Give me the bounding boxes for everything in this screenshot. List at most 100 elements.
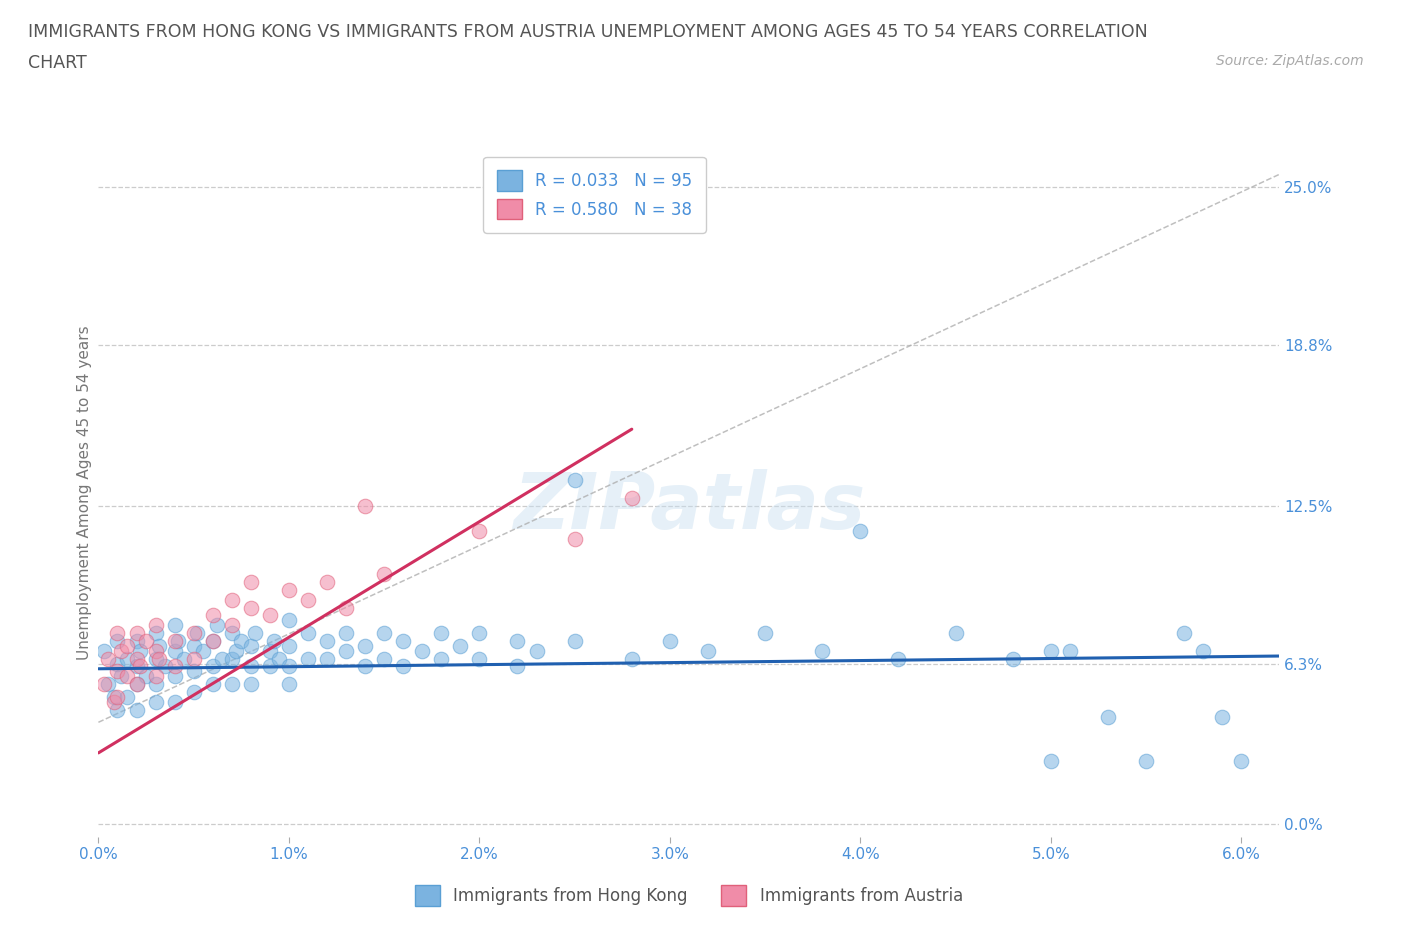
Point bbox=[239, 638, 262, 653]
Point bbox=[145, 626, 167, 641]
Text: Source: ZipAtlas.com: Source: ZipAtlas.com bbox=[1216, 54, 1364, 68]
Point bbox=[125, 702, 148, 717]
Point bbox=[97, 651, 120, 666]
Point bbox=[221, 618, 243, 633]
Point bbox=[125, 658, 148, 673]
Point bbox=[231, 633, 253, 648]
Point bbox=[125, 677, 148, 692]
Point bbox=[849, 524, 872, 538]
Point bbox=[125, 651, 148, 666]
Point bbox=[183, 664, 205, 679]
Legend: R = 0.033   N = 95, R = 0.580   N = 38: R = 0.033 N = 95, R = 0.580 N = 38 bbox=[484, 157, 706, 232]
Point bbox=[201, 608, 224, 623]
Point bbox=[135, 669, 157, 684]
Point bbox=[129, 644, 152, 658]
Point bbox=[183, 651, 205, 666]
Point bbox=[411, 644, 433, 658]
Point bbox=[1135, 753, 1157, 768]
Point bbox=[125, 626, 148, 641]
Point bbox=[163, 618, 186, 633]
Point bbox=[269, 651, 291, 666]
Point bbox=[277, 658, 299, 673]
Point bbox=[1001, 651, 1024, 666]
Point bbox=[145, 644, 167, 658]
Point bbox=[1192, 644, 1215, 658]
Point bbox=[1211, 710, 1233, 724]
Point bbox=[1059, 644, 1081, 658]
Point bbox=[373, 567, 395, 582]
Point bbox=[564, 472, 586, 487]
Point bbox=[564, 531, 586, 546]
Point bbox=[335, 626, 357, 641]
Point bbox=[93, 677, 115, 692]
Point bbox=[107, 657, 129, 671]
Point bbox=[145, 618, 167, 633]
Point bbox=[1173, 626, 1195, 641]
Point bbox=[316, 633, 339, 648]
Point bbox=[153, 658, 176, 673]
Point bbox=[277, 613, 299, 628]
Point bbox=[145, 669, 167, 684]
Point bbox=[115, 651, 138, 666]
Point bbox=[297, 626, 319, 641]
Point bbox=[115, 669, 138, 684]
Point bbox=[193, 644, 215, 658]
Point bbox=[564, 633, 586, 648]
Point bbox=[620, 490, 643, 505]
Point bbox=[354, 658, 377, 673]
Point bbox=[221, 677, 243, 692]
Point bbox=[221, 626, 243, 641]
Point bbox=[148, 638, 170, 653]
Point bbox=[263, 633, 285, 648]
Point bbox=[373, 651, 395, 666]
Point bbox=[620, 651, 643, 666]
Point bbox=[221, 651, 243, 666]
Point bbox=[506, 658, 529, 673]
Point bbox=[373, 626, 395, 641]
Point bbox=[148, 651, 170, 666]
Point bbox=[107, 664, 129, 679]
Point bbox=[297, 651, 319, 666]
Point bbox=[163, 669, 186, 684]
Point bbox=[335, 600, 357, 615]
Point bbox=[354, 638, 377, 653]
Text: CHART: CHART bbox=[28, 54, 87, 72]
Point bbox=[97, 677, 120, 692]
Point bbox=[129, 658, 152, 673]
Point bbox=[163, 644, 186, 658]
Point bbox=[277, 582, 299, 597]
Point bbox=[205, 618, 228, 633]
Point bbox=[211, 651, 233, 666]
Point bbox=[115, 689, 138, 704]
Point bbox=[183, 638, 205, 653]
Point bbox=[107, 626, 129, 641]
Point bbox=[110, 644, 132, 658]
Point bbox=[754, 626, 776, 641]
Point bbox=[183, 684, 205, 699]
Point bbox=[1097, 710, 1119, 724]
Point bbox=[1039, 644, 1062, 658]
Point bbox=[107, 702, 129, 717]
Point bbox=[887, 651, 910, 666]
Point bbox=[243, 626, 266, 641]
Point bbox=[145, 651, 167, 666]
Point bbox=[135, 633, 157, 648]
Point bbox=[1230, 753, 1253, 768]
Point bbox=[107, 633, 129, 648]
Point bbox=[103, 695, 125, 710]
Point bbox=[430, 626, 453, 641]
Point bbox=[277, 638, 299, 653]
Y-axis label: Unemployment Among Ages 45 to 54 years: Unemployment Among Ages 45 to 54 years bbox=[77, 326, 91, 660]
Point bbox=[225, 644, 247, 658]
Point bbox=[526, 644, 548, 658]
Point bbox=[201, 633, 224, 648]
Point bbox=[221, 592, 243, 607]
Point bbox=[316, 575, 339, 590]
Point bbox=[145, 677, 167, 692]
Point bbox=[186, 626, 208, 641]
Point bbox=[449, 638, 471, 653]
Point bbox=[107, 689, 129, 704]
Point bbox=[167, 633, 190, 648]
Text: ZIPatlas: ZIPatlas bbox=[513, 469, 865, 545]
Point bbox=[201, 677, 224, 692]
